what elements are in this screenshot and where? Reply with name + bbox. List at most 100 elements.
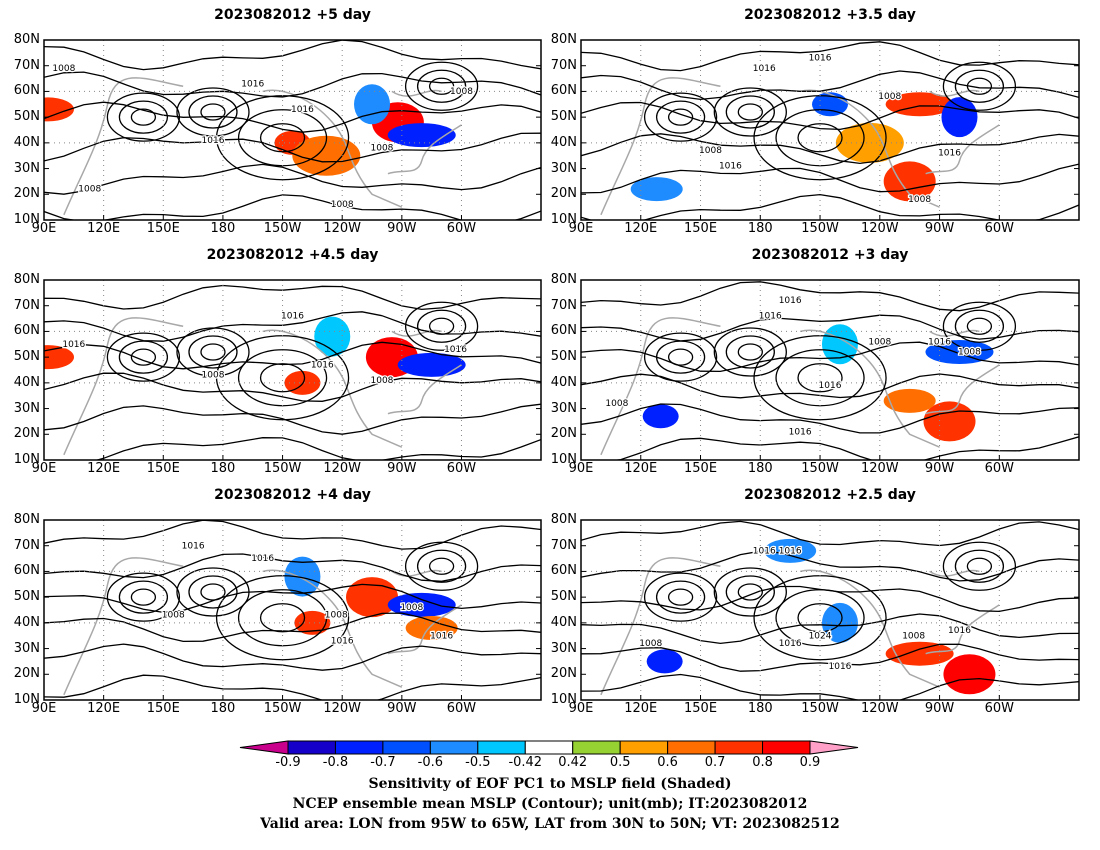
- longitude-label: 90E: [568, 701, 594, 716]
- coastline: [391, 329, 442, 337]
- contour-label: 1008: [331, 200, 354, 210]
- isobar-cell: [118, 580, 169, 614]
- isobar-cell: [188, 95, 238, 129]
- coastline: [600, 317, 721, 456]
- colorbar-swatch: [667, 740, 716, 755]
- isobar-cell: [667, 108, 694, 126]
- latitude-label: 60N: [550, 83, 577, 99]
- isobar-cell: [259, 363, 306, 393]
- isobar-cell: [428, 317, 455, 335]
- map-frame: [43, 279, 542, 461]
- contour-label: 1016: [311, 360, 334, 370]
- isobar-contour: [581, 163, 1079, 194]
- caption-line-1: Sensitivity of EOF PC1 to MSLP field (Sh…: [368, 776, 732, 792]
- isobar-contour: [581, 133, 1079, 165]
- sensitivity-shading: [883, 388, 936, 413]
- isobar-contour: [44, 520, 541, 550]
- sensitivity-shading: [646, 649, 683, 674]
- isobar-cell: [176, 567, 250, 617]
- coastline: [925, 124, 1000, 175]
- isobar-cell: [259, 123, 306, 153]
- latitude-label: 30N: [13, 640, 40, 656]
- latitude-label: 80N: [550, 512, 577, 527]
- coastline: [925, 364, 1000, 415]
- latitude-label: 80N: [13, 512, 40, 527]
- colorbar-swatch: [477, 740, 526, 755]
- latitude-label: 30N: [550, 400, 577, 416]
- longitude-label: 120E: [624, 221, 658, 236]
- colorbar-swatch: [619, 740, 669, 755]
- coastline: [262, 569, 403, 688]
- sensitivity-shading: [387, 123, 456, 148]
- caption-line-2: NCEP ensemble mean MSLP (Contour); unit(…: [292, 796, 808, 812]
- isobar-cell: [725, 95, 775, 129]
- panel-title: 2023082012 +3 day: [751, 247, 909, 263]
- latitude-label: 40N: [550, 614, 577, 630]
- isobar-cell: [416, 69, 467, 103]
- sensitivity-shading: [764, 538, 817, 563]
- contour-label: 1016: [251, 554, 274, 564]
- latitude-label: 50N: [550, 349, 577, 365]
- contour-label: 1008: [868, 337, 891, 347]
- map-frame: [580, 519, 1080, 701]
- isobar-cell: [797, 363, 843, 393]
- contour-label: 1016: [759, 312, 782, 322]
- latitude-label: 10N: [13, 452, 40, 467]
- latitude-label: 40N: [550, 374, 577, 390]
- latitude-label: 70N: [550, 57, 577, 73]
- isobar-cell: [200, 343, 226, 361]
- contour-label: 1016: [829, 662, 852, 672]
- isobar-cell: [966, 557, 993, 575]
- contour-label: 1016: [789, 427, 812, 437]
- colorbar-tick-label: 0.9: [799, 755, 821, 770]
- isobar-cell: [130, 108, 157, 126]
- isobar-contour: [581, 673, 1079, 700]
- sensitivity-shading: [284, 556, 321, 597]
- contour-label: 1016: [938, 149, 961, 159]
- latitude-label: 80N: [13, 272, 40, 287]
- longitude-label: 180: [747, 221, 773, 236]
- longitude-label: 90E: [568, 461, 594, 476]
- longitude-label: 90W: [387, 461, 417, 476]
- contour-label: 1008: [371, 144, 394, 154]
- latitude-label: 30N: [550, 160, 577, 176]
- colorbar-under-arrow: [239, 740, 289, 755]
- latitude-label: 50N: [550, 109, 577, 125]
- coastline: [63, 317, 184, 456]
- contour-label: 1008: [699, 146, 722, 156]
- isobar-cell: [737, 583, 763, 601]
- isobar-cell: [188, 335, 238, 369]
- panel-title: 2023082012 +5 day: [214, 7, 371, 23]
- longitude-label: 120E: [624, 461, 658, 476]
- contour-label: 1016: [430, 631, 453, 641]
- isobar-cell: [106, 332, 181, 382]
- isobar-cell: [655, 340, 706, 374]
- colorbar-tick-label: 0.6: [657, 755, 678, 770]
- panel-title: 2023082012 +4.5 day: [206, 247, 379, 263]
- contour-label: 1016: [779, 639, 802, 649]
- colorbar-tick-label: 0.42: [558, 755, 588, 770]
- isobar-cell: [259, 603, 306, 633]
- isobar-cell: [200, 583, 226, 601]
- isobar-contour: [44, 372, 541, 402]
- longitude-label: 90W: [387, 701, 417, 716]
- colorbar-tick-label: -0.42: [508, 755, 543, 770]
- colorbar-swatch: [429, 740, 479, 755]
- contour-label: 1016: [779, 546, 802, 556]
- isobar-cell: [713, 567, 787, 617]
- longitude-label: 90W: [387, 221, 417, 236]
- contour-label: 1008: [78, 185, 101, 195]
- isobar-cell: [942, 301, 1017, 351]
- colorbar-tick-label: 0.7: [704, 755, 726, 770]
- contour-label: 1016: [719, 162, 742, 172]
- contour-label: 1008: [958, 348, 981, 358]
- colorbar-tick-label: -0.8: [322, 755, 349, 770]
- latitude-label: 40N: [13, 374, 40, 390]
- isobar-cell: [667, 348, 694, 366]
- sensitivity-shading: [294, 610, 331, 635]
- longitude-label: 90E: [31, 221, 57, 236]
- contour-label: 1016: [241, 79, 264, 89]
- isobar-contour: [44, 284, 541, 311]
- isobar-cell: [942, 541, 1017, 591]
